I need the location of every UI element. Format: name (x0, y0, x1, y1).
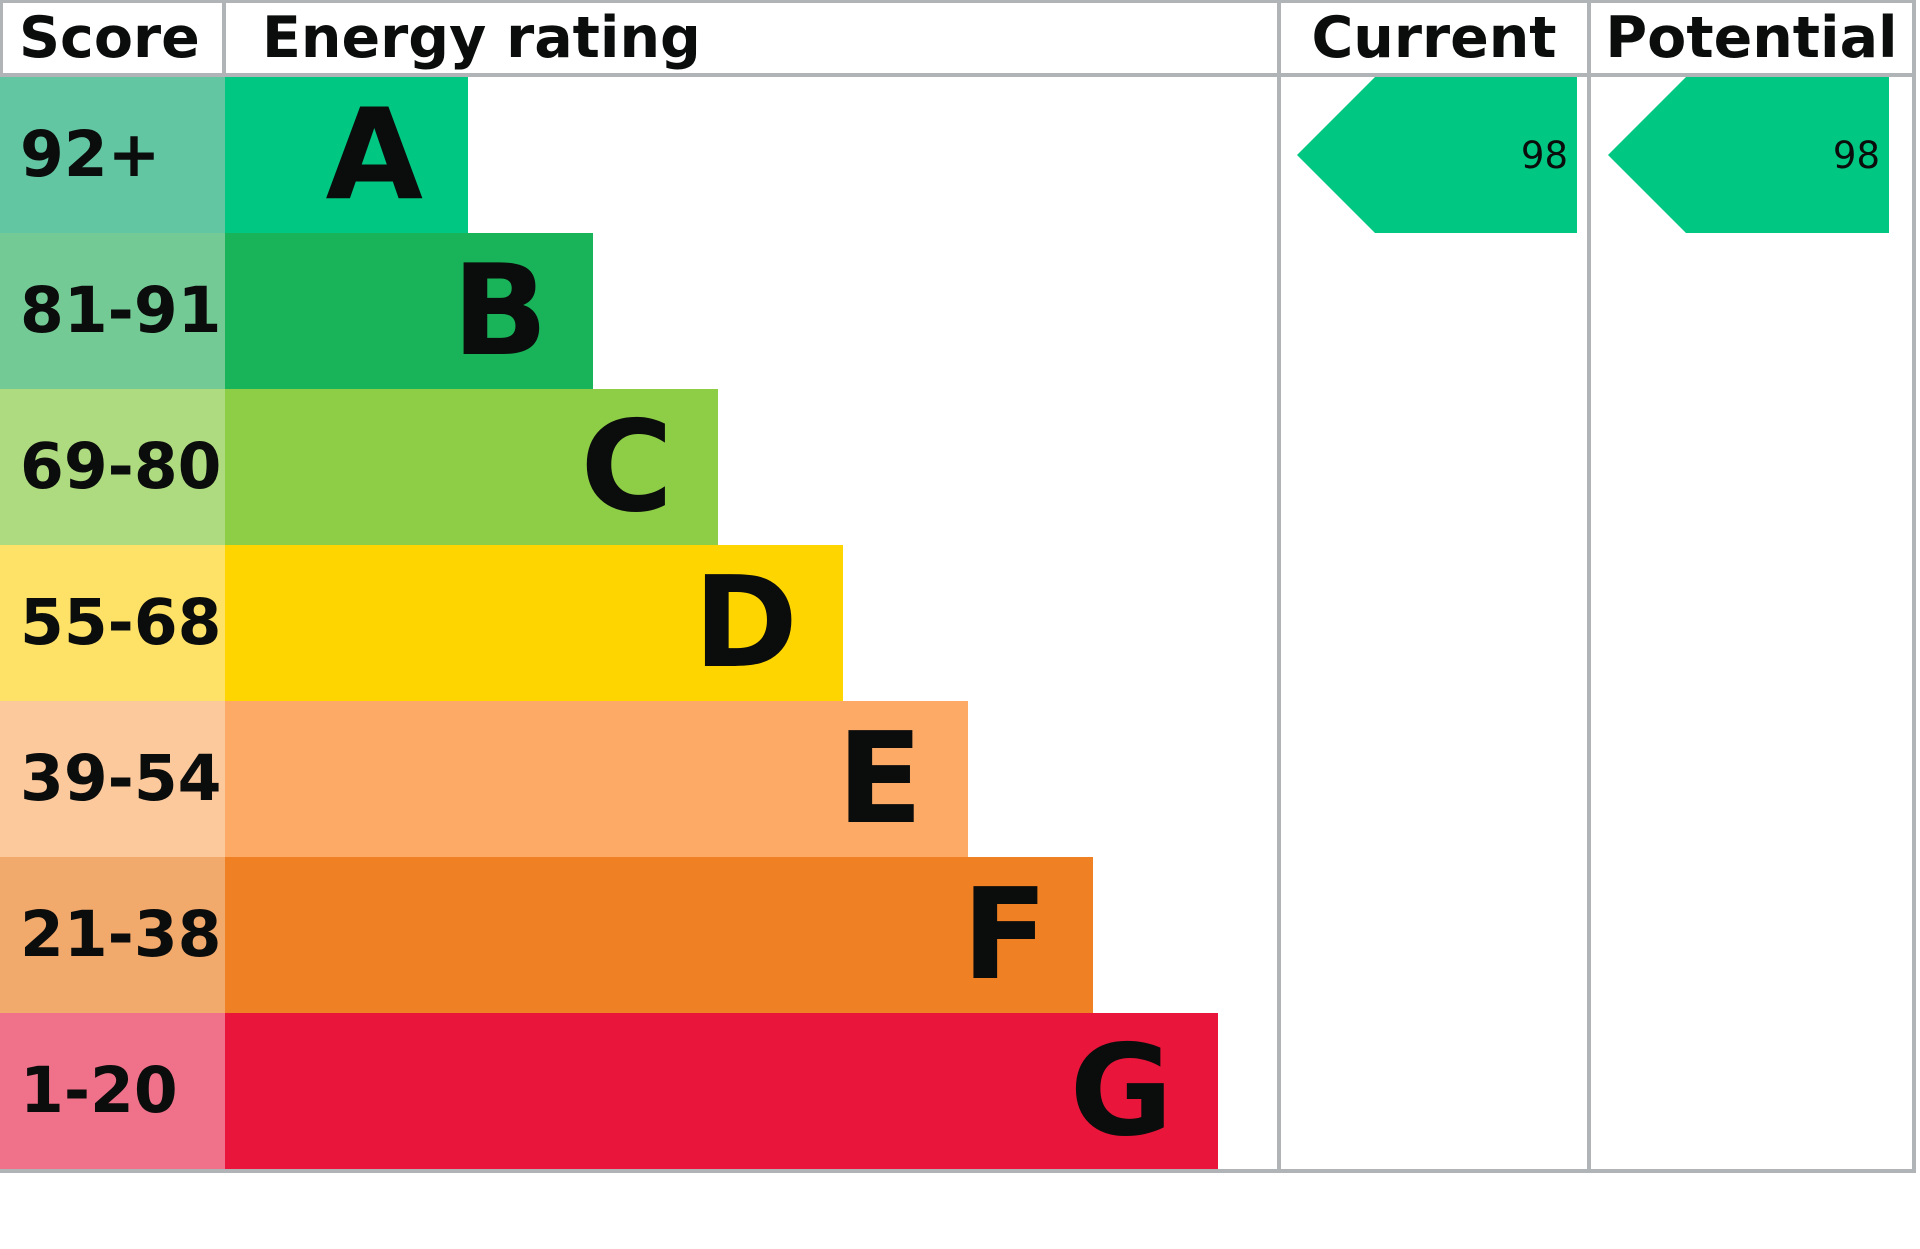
border-top (0, 0, 1916, 3)
score-range-e: 39-54 (0, 701, 225, 857)
rating-letter-d: D (693, 549, 798, 696)
score-range-g: 1-20 (0, 1013, 225, 1169)
rating-bar-b: B (225, 233, 593, 389)
border-bottom (0, 1169, 1916, 1173)
rating-letter-a: A (325, 81, 423, 228)
score-range-a: 92+ (0, 77, 225, 233)
current-rating-value: 98 (1520, 134, 1568, 177)
border-right (1912, 0, 1916, 1173)
rating-bar-f: F (225, 857, 1093, 1013)
score-range-c: 69-80 (0, 389, 225, 545)
rating-letter-c: C (580, 393, 673, 540)
border-left (0, 0, 3, 77)
header-score: Score (19, 5, 200, 71)
score-range-b: 81-91 (0, 233, 225, 389)
score-range-f: 21-38 (0, 857, 225, 1013)
rating-letter-g: G (1069, 1017, 1173, 1164)
divider-score-column (222, 0, 226, 77)
rating-letter-b: B (451, 237, 548, 384)
header-energy-rating: Energy rating (262, 5, 701, 71)
divider-potential-column (1587, 0, 1591, 1173)
rating-letter-f: F (961, 861, 1048, 1008)
rating-letter-e: E (836, 705, 923, 852)
score-range-d: 55-68 (0, 545, 225, 701)
rating-bar-d: D (225, 545, 843, 701)
rating-bar-c: C (225, 389, 718, 545)
rating-bar-g: G (225, 1013, 1218, 1169)
header-potential: Potential (1605, 5, 1898, 71)
current-rating-arrow: 98 (1297, 77, 1577, 233)
rating-bar-e: E (225, 701, 968, 857)
border-header-bottom (0, 73, 1916, 77)
potential-rating-value: 98 (1832, 134, 1880, 177)
header-current: Current (1311, 5, 1557, 71)
divider-current-column (1277, 0, 1281, 1173)
rating-bar-a: A (225, 77, 468, 233)
potential-rating-arrow: 98 (1608, 77, 1889, 233)
